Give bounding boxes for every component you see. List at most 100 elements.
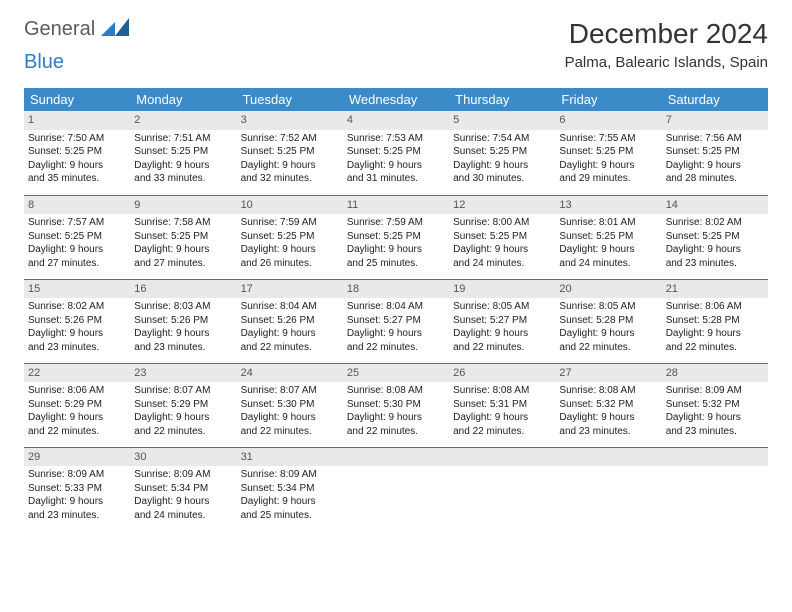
day-number: 13 [555, 196, 661, 215]
calendar-day-cell: 25Sunrise: 8:08 AMSunset: 5:30 PMDayligh… [343, 363, 449, 447]
empty-day-bar [343, 448, 449, 466]
daylight-text: and 30 minutes. [453, 172, 551, 186]
sunrise-text: Sunrise: 8:07 AM [134, 384, 232, 398]
calendar-day-cell: 6Sunrise: 7:55 AMSunset: 5:25 PMDaylight… [555, 111, 661, 195]
sunset-text: Sunset: 5:25 PM [347, 230, 445, 244]
daylight-text: Daylight: 9 hours [134, 411, 232, 425]
month-title: December 2024 [565, 18, 768, 50]
daylight-text: and 22 minutes. [453, 425, 551, 439]
day-number: 21 [662, 280, 768, 299]
day-number: 28 [662, 364, 768, 383]
daylight-text: and 26 minutes. [241, 257, 339, 271]
sunset-text: Sunset: 5:25 PM [666, 230, 764, 244]
sunset-text: Sunset: 5:32 PM [559, 398, 657, 412]
daylight-text: Daylight: 9 hours [347, 411, 445, 425]
calendar-day-cell: 9Sunrise: 7:58 AMSunset: 5:25 PMDaylight… [130, 195, 236, 279]
daylight-text: and 22 minutes. [347, 341, 445, 355]
sunset-text: Sunset: 5:25 PM [453, 230, 551, 244]
day-number: 17 [237, 280, 343, 299]
calendar-day-cell: 26Sunrise: 8:08 AMSunset: 5:31 PMDayligh… [449, 363, 555, 447]
daylight-text: and 33 minutes. [134, 172, 232, 186]
empty-day-bar [449, 448, 555, 466]
daylight-text: Daylight: 9 hours [347, 243, 445, 257]
sunrise-text: Sunrise: 8:03 AM [134, 300, 232, 314]
sunrise-text: Sunrise: 8:09 AM [134, 468, 232, 482]
sunrise-text: Sunrise: 8:02 AM [28, 300, 126, 314]
day-number: 14 [662, 196, 768, 215]
sunset-text: Sunset: 5:27 PM [453, 314, 551, 328]
daylight-text: and 27 minutes. [134, 257, 232, 271]
sunset-text: Sunset: 5:30 PM [347, 398, 445, 412]
sunset-text: Sunset: 5:29 PM [28, 398, 126, 412]
sunset-text: Sunset: 5:25 PM [347, 145, 445, 159]
calendar-day-cell: 27Sunrise: 8:08 AMSunset: 5:32 PMDayligh… [555, 363, 661, 447]
day-number: 22 [24, 364, 130, 383]
sunset-text: Sunset: 5:25 PM [134, 145, 232, 159]
calendar-day-cell: 11Sunrise: 7:59 AMSunset: 5:25 PMDayligh… [343, 195, 449, 279]
day-number: 31 [237, 448, 343, 467]
sunset-text: Sunset: 5:30 PM [241, 398, 339, 412]
calendar-day-cell: 12Sunrise: 8:00 AMSunset: 5:25 PMDayligh… [449, 195, 555, 279]
calendar-table: Sunday Monday Tuesday Wednesday Thursday… [24, 88, 768, 531]
calendar-week-row: 15Sunrise: 8:02 AMSunset: 5:26 PMDayligh… [24, 279, 768, 363]
day-number: 8 [24, 196, 130, 215]
calendar-day-cell: 4Sunrise: 7:53 AMSunset: 5:25 PMDaylight… [343, 111, 449, 195]
weekday-header: Wednesday [343, 88, 449, 111]
calendar-day-cell: 31Sunrise: 8:09 AMSunset: 5:34 PMDayligh… [237, 447, 343, 531]
daylight-text: Daylight: 9 hours [134, 327, 232, 341]
weekday-header: Monday [130, 88, 236, 111]
sunrise-text: Sunrise: 8:07 AM [241, 384, 339, 398]
sunrise-text: Sunrise: 8:06 AM [666, 300, 764, 314]
logo-mark-icon [101, 18, 129, 41]
calendar-week-row: 1Sunrise: 7:50 AMSunset: 5:25 PMDaylight… [24, 111, 768, 195]
sunrise-text: Sunrise: 8:05 AM [559, 300, 657, 314]
calendar-day-cell: 30Sunrise: 8:09 AMSunset: 5:34 PMDayligh… [130, 447, 236, 531]
daylight-text: and 25 minutes. [241, 509, 339, 523]
day-number: 6 [555, 111, 661, 130]
daylight-text: Daylight: 9 hours [241, 243, 339, 257]
day-number: 5 [449, 111, 555, 130]
daylight-text: Daylight: 9 hours [453, 411, 551, 425]
daylight-text: and 32 minutes. [241, 172, 339, 186]
sunset-text: Sunset: 5:28 PM [666, 314, 764, 328]
sunrise-text: Sunrise: 8:08 AM [347, 384, 445, 398]
daylight-text: and 35 minutes. [28, 172, 126, 186]
sunrise-text: Sunrise: 7:50 AM [28, 132, 126, 146]
sunrise-text: Sunrise: 8:01 AM [559, 216, 657, 230]
daylight-text: Daylight: 9 hours [453, 327, 551, 341]
sunrise-text: Sunrise: 7:59 AM [241, 216, 339, 230]
calendar-day-cell [662, 447, 768, 531]
sunset-text: Sunset: 5:32 PM [666, 398, 764, 412]
calendar-day-cell: 15Sunrise: 8:02 AMSunset: 5:26 PMDayligh… [24, 279, 130, 363]
calendar-week-row: 22Sunrise: 8:06 AMSunset: 5:29 PMDayligh… [24, 363, 768, 447]
day-number: 25 [343, 364, 449, 383]
sunrise-text: Sunrise: 7:56 AM [666, 132, 764, 146]
day-number: 30 [130, 448, 236, 467]
daylight-text: Daylight: 9 hours [134, 243, 232, 257]
weekday-header: Friday [555, 88, 661, 111]
daylight-text: and 23 minutes. [134, 341, 232, 355]
sunrise-text: Sunrise: 8:04 AM [347, 300, 445, 314]
calendar-week-row: 8Sunrise: 7:57 AMSunset: 5:25 PMDaylight… [24, 195, 768, 279]
calendar-week-row: 29Sunrise: 8:09 AMSunset: 5:33 PMDayligh… [24, 447, 768, 531]
daylight-text: Daylight: 9 hours [241, 411, 339, 425]
daylight-text: and 23 minutes. [559, 425, 657, 439]
day-number: 7 [662, 111, 768, 130]
daylight-text: Daylight: 9 hours [134, 495, 232, 509]
calendar-day-cell: 16Sunrise: 8:03 AMSunset: 5:26 PMDayligh… [130, 279, 236, 363]
day-number: 2 [130, 111, 236, 130]
day-number: 9 [130, 196, 236, 215]
calendar-day-cell: 28Sunrise: 8:09 AMSunset: 5:32 PMDayligh… [662, 363, 768, 447]
day-number: 4 [343, 111, 449, 130]
calendar-day-cell: 1Sunrise: 7:50 AMSunset: 5:25 PMDaylight… [24, 111, 130, 195]
daylight-text: and 22 minutes. [666, 341, 764, 355]
sunset-text: Sunset: 5:31 PM [453, 398, 551, 412]
calendar-day-cell: 14Sunrise: 8:02 AMSunset: 5:25 PMDayligh… [662, 195, 768, 279]
sunset-text: Sunset: 5:26 PM [134, 314, 232, 328]
logo: General [24, 18, 131, 41]
calendar-day-cell: 23Sunrise: 8:07 AMSunset: 5:29 PMDayligh… [130, 363, 236, 447]
daylight-text: Daylight: 9 hours [666, 159, 764, 173]
daylight-text: Daylight: 9 hours [28, 495, 126, 509]
sunrise-text: Sunrise: 7:53 AM [347, 132, 445, 146]
sunset-text: Sunset: 5:25 PM [28, 230, 126, 244]
